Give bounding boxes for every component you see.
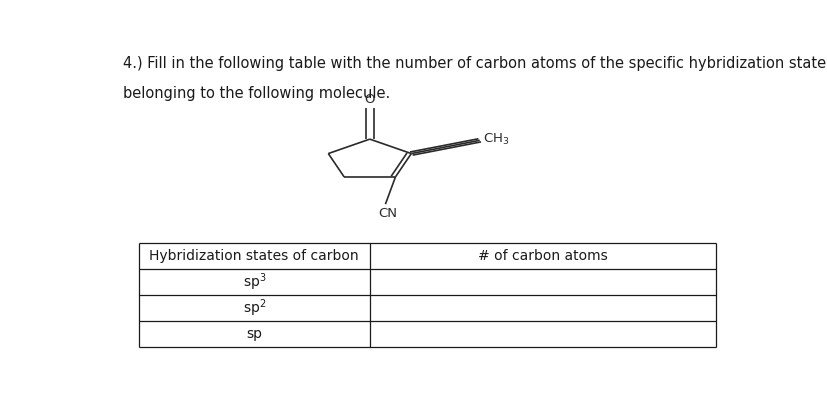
Text: O: O [364, 93, 375, 106]
Text: sp$^2$: sp$^2$ [242, 298, 265, 319]
Text: belonging to the following molecule.: belonging to the following molecule. [122, 86, 390, 101]
Text: Hybridization states of carbon: Hybridization states of carbon [150, 249, 359, 263]
Text: sp: sp [246, 327, 262, 342]
Text: sp$^3$: sp$^3$ [242, 271, 265, 293]
Text: # of carbon atoms: # of carbon atoms [478, 249, 607, 263]
Text: CH$_3$: CH$_3$ [482, 132, 509, 147]
Text: 4.) Fill in the following table with the number of carbon atoms of the specific : 4.) Fill in the following table with the… [122, 55, 825, 71]
Text: CN: CN [378, 207, 397, 219]
